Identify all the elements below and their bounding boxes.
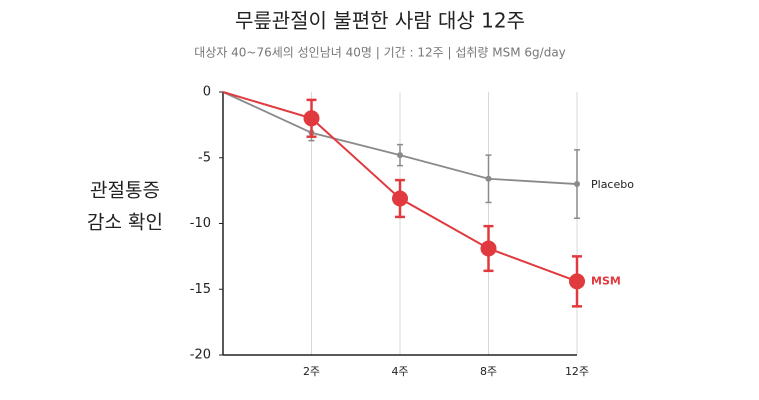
data-point — [480, 240, 497, 257]
data-point — [485, 175, 492, 182]
series-label: Placebo — [591, 178, 634, 191]
y-tick-label: -15 — [190, 282, 211, 297]
y-axis-label: 감소 확인 — [87, 212, 163, 234]
data-point — [397, 152, 403, 159]
data-point — [574, 181, 580, 188]
x-tick-label: 2주 — [303, 365, 320, 378]
chart-title: 무릎관절이 불편한 사람 대상 12주 — [235, 9, 525, 33]
series-label: MSM — [591, 274, 621, 287]
y-tick-label: 0 — [203, 85, 211, 100]
x-tick-label: 8주 — [480, 365, 497, 378]
y-tick-label: -20 — [190, 348, 211, 363]
x-tick-label: 12주 — [565, 365, 589, 378]
data-point — [569, 273, 585, 290]
data-point — [303, 110, 320, 127]
y-tick-label: -10 — [190, 216, 211, 231]
data-point — [392, 190, 408, 207]
y-tick-label: -5 — [198, 150, 211, 165]
y-axis-label: 관절통증 — [90, 180, 160, 202]
x-tick-label: 4주 — [391, 365, 408, 378]
chart-subtitle: 대상자 40~76세의 성인남녀 40명 | 기간 : 12주 | 섭취량 MS… — [194, 46, 566, 60]
